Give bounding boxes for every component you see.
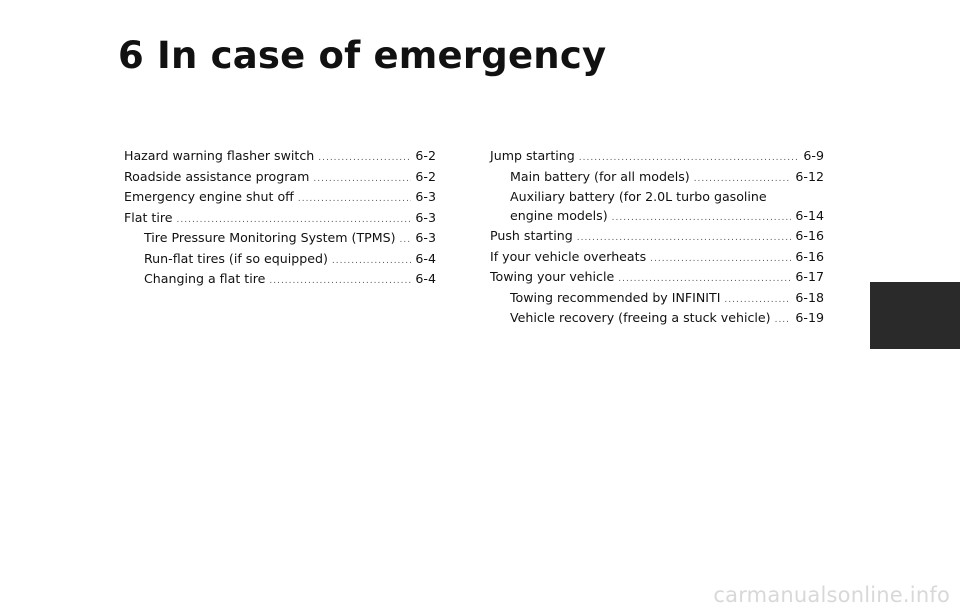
toc-entry-page: 6-19 bbox=[795, 310, 824, 325]
toc-entry-page: 6-16 bbox=[795, 228, 824, 243]
chapter-tab-marker bbox=[870, 282, 960, 349]
toc-subentry[interactable]: Towing recommended by INFINITI 6-18 bbox=[490, 289, 824, 310]
toc-entry-label: Roadside assistance program bbox=[124, 168, 310, 184]
toc-entry[interactable]: If your vehicle overheats 6-16 bbox=[490, 248, 824, 269]
toc-entry-label: Emergency engine shut off bbox=[124, 189, 294, 204]
toc-entry-label: Hazard warning flasher switch bbox=[124, 148, 315, 163]
toc-entry-label: Main battery (for all models) bbox=[510, 168, 690, 184]
toc-entry-line2: engine models) 6-14 bbox=[490, 207, 824, 228]
toc-entry[interactable]: Roadside assistance program 6-2 bbox=[124, 168, 436, 189]
toc-right-column: Jump starting 6-9 Main battery (for all … bbox=[490, 147, 824, 330]
toc-entry-label: Jump starting bbox=[490, 148, 575, 163]
toc-entry-page: 6-9 bbox=[803, 148, 824, 163]
toc-entry[interactable]: Hazard warning flasher switch 6-2 bbox=[124, 147, 436, 168]
toc-entry-label-line2: engine models) bbox=[510, 207, 608, 223]
leader-dots bbox=[579, 149, 800, 168]
toc-entry-label: Vehicle recovery (freeing a stuck vehicl… bbox=[510, 310, 771, 325]
toc-entry-page: 6-16 bbox=[795, 248, 824, 264]
toc-entry-page: 6-17 bbox=[795, 269, 824, 284]
toc-subentry[interactable]: Vehicle recovery (freeing a stuck vehicl… bbox=[490, 309, 824, 330]
toc-entry-page: 6-2 bbox=[415, 168, 436, 184]
toc-entry-page: 6-2 bbox=[415, 148, 436, 163]
toc-entry-page: 6-4 bbox=[415, 250, 436, 266]
toc-entry-label: Flat tire bbox=[124, 209, 173, 225]
leader-dots bbox=[612, 209, 792, 228]
toc-entry-label: If your vehicle overheats bbox=[490, 248, 647, 264]
leader-dots bbox=[332, 252, 412, 271]
toc-subentry[interactable]: Main battery (for all models) 6-12 bbox=[490, 168, 824, 189]
leader-dots bbox=[313, 170, 411, 189]
leader-dots bbox=[618, 270, 791, 289]
toc-entry-label: Changing a flat tire bbox=[144, 271, 266, 286]
toc-entry-page: 6-3 bbox=[415, 230, 436, 245]
toc-entry-label: Tire Pressure Monitoring System (TPMS) bbox=[144, 230, 396, 245]
toc-entry[interactable]: Emergency engine shut off 6-3 bbox=[124, 188, 436, 209]
toc-entry-page: 6-3 bbox=[415, 209, 436, 225]
toc-entry-label-line1: Auxiliary battery (for 2.0L turbo gasoli… bbox=[510, 189, 767, 204]
toc-entry-label: Towing recommended by INFINITI bbox=[510, 289, 721, 305]
toc-entry-label: Towing your vehicle bbox=[490, 269, 615, 284]
leader-dots bbox=[318, 149, 411, 168]
watermark: carmanualsonline.info bbox=[713, 583, 950, 607]
leader-dots bbox=[694, 170, 792, 189]
leader-dots bbox=[775, 311, 792, 330]
leader-dots bbox=[269, 272, 411, 291]
leader-dots bbox=[177, 211, 412, 230]
toc-subentry-multiline[interactable]: Auxiliary battery (for 2.0L turbo gasoli… bbox=[490, 188, 824, 227]
toc-entry[interactable]: Towing your vehicle 6-17 bbox=[490, 268, 824, 289]
toc-entry-page: 6-14 bbox=[795, 207, 824, 223]
toc-entry-page: 6-18 bbox=[795, 289, 824, 305]
toc-entry[interactable]: Jump starting 6-9 bbox=[490, 147, 824, 168]
leader-dots bbox=[400, 231, 412, 250]
leader-dots bbox=[298, 190, 412, 209]
leader-dots bbox=[650, 250, 791, 269]
toc-entry[interactable]: Push starting 6-16 bbox=[490, 227, 824, 248]
toc-subentry[interactable]: Changing a flat tire 6-4 bbox=[124, 270, 436, 291]
toc-entry-label: Run-flat tires (if so equipped) bbox=[144, 250, 328, 266]
toc-subentry[interactable]: Tire Pressure Monitoring System (TPMS) 6… bbox=[124, 229, 436, 250]
toc-subentry[interactable]: Run-flat tires (if so equipped) 6-4 bbox=[124, 250, 436, 271]
toc-entry-page: 6-12 bbox=[795, 168, 824, 184]
toc-entry[interactable]: Flat tire 6-3 bbox=[124, 209, 436, 230]
toc-entry-page: 6-3 bbox=[415, 189, 436, 204]
toc-entry-page: 6-4 bbox=[415, 271, 436, 286]
chapter-title: 6 In case of emergency bbox=[118, 34, 607, 77]
toc-entry-label: Push starting bbox=[490, 228, 573, 243]
leader-dots bbox=[724, 291, 791, 310]
toc-left-column: Hazard warning flasher switch 6-2 Roadsi… bbox=[124, 147, 436, 291]
leader-dots bbox=[577, 229, 792, 248]
